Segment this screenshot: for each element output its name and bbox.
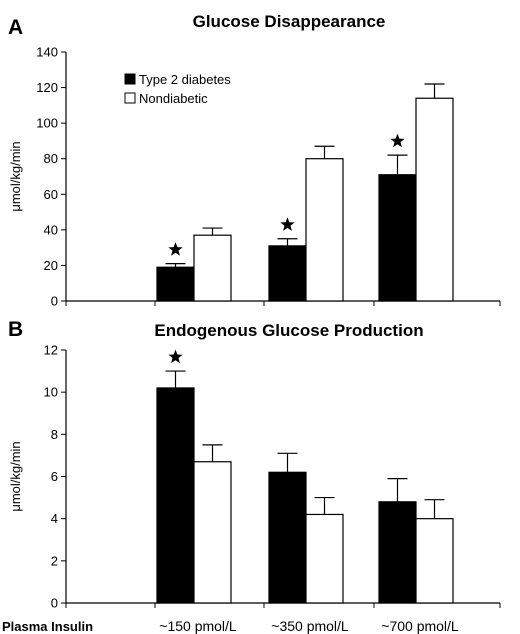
y-tick-label: 8 — [51, 427, 58, 442]
significance-star — [168, 242, 183, 256]
significance-star — [168, 349, 183, 364]
bar-nondiabetic — [415, 97, 454, 302]
y-tick-label: 80 — [44, 151, 58, 166]
y-tick-label: 12 — [44, 343, 58, 358]
y-tick-label: 0 — [51, 596, 58, 611]
legend-swatch-nondiabetic — [124, 92, 136, 104]
x-axis-row-label: Plasma Insulin — [2, 619, 93, 634]
bar-nondiabetic — [193, 461, 232, 604]
bar-nondiabetic — [305, 513, 344, 604]
bar-type2-diabetes — [156, 387, 195, 604]
x-category-label: ~350 pmol/L — [271, 618, 349, 634]
legend-label-type2-diabetes: Type 2 diabetes — [139, 72, 231, 87]
y-tick-label: 0 — [51, 294, 58, 309]
y-tick-label: 6 — [51, 469, 58, 484]
y-tick-label: 10 — [44, 385, 58, 400]
chart-title: Glucose Disappearance — [193, 12, 386, 31]
y-tick-label: 40 — [44, 222, 58, 237]
bar-type2-diabetes — [268, 245, 307, 302]
bar-nondiabetic — [415, 518, 454, 604]
bar-nondiabetic — [305, 158, 344, 302]
bar-nondiabetic — [193, 234, 232, 302]
legend-label-nondiabetic: Nondiabetic — [139, 91, 208, 106]
y-tick-label: 60 — [44, 187, 58, 202]
panel-letter-b: B — [8, 318, 23, 341]
y-tick-label: 100 — [36, 116, 58, 131]
y-axis-label: μmol/kg/min — [8, 141, 23, 211]
bar-type2-diabetes — [378, 501, 417, 604]
y-tick-label: 20 — [44, 258, 58, 273]
panel-letter-a: A — [8, 16, 23, 39]
y-axis-label: μmol/kg/min — [8, 441, 23, 511]
significance-star — [280, 217, 295, 231]
legend-swatch-type2-diabetes — [124, 73, 136, 85]
significance-star — [390, 133, 405, 148]
x-category-label: ~700 pmol/L — [381, 618, 459, 634]
y-tick-label: 120 — [36, 80, 58, 95]
y-tick-label: 140 — [36, 45, 58, 60]
bar-type2-diabetes — [378, 174, 417, 302]
bar-type2-diabetes — [156, 266, 195, 302]
y-tick-label: 2 — [51, 553, 58, 568]
x-category-label: ~150 pmol/L — [159, 618, 237, 634]
bar-type2-diabetes — [268, 471, 307, 604]
y-tick-label: 4 — [51, 511, 58, 526]
chart-title: Endogenous Glucose Production — [154, 321, 423, 340]
